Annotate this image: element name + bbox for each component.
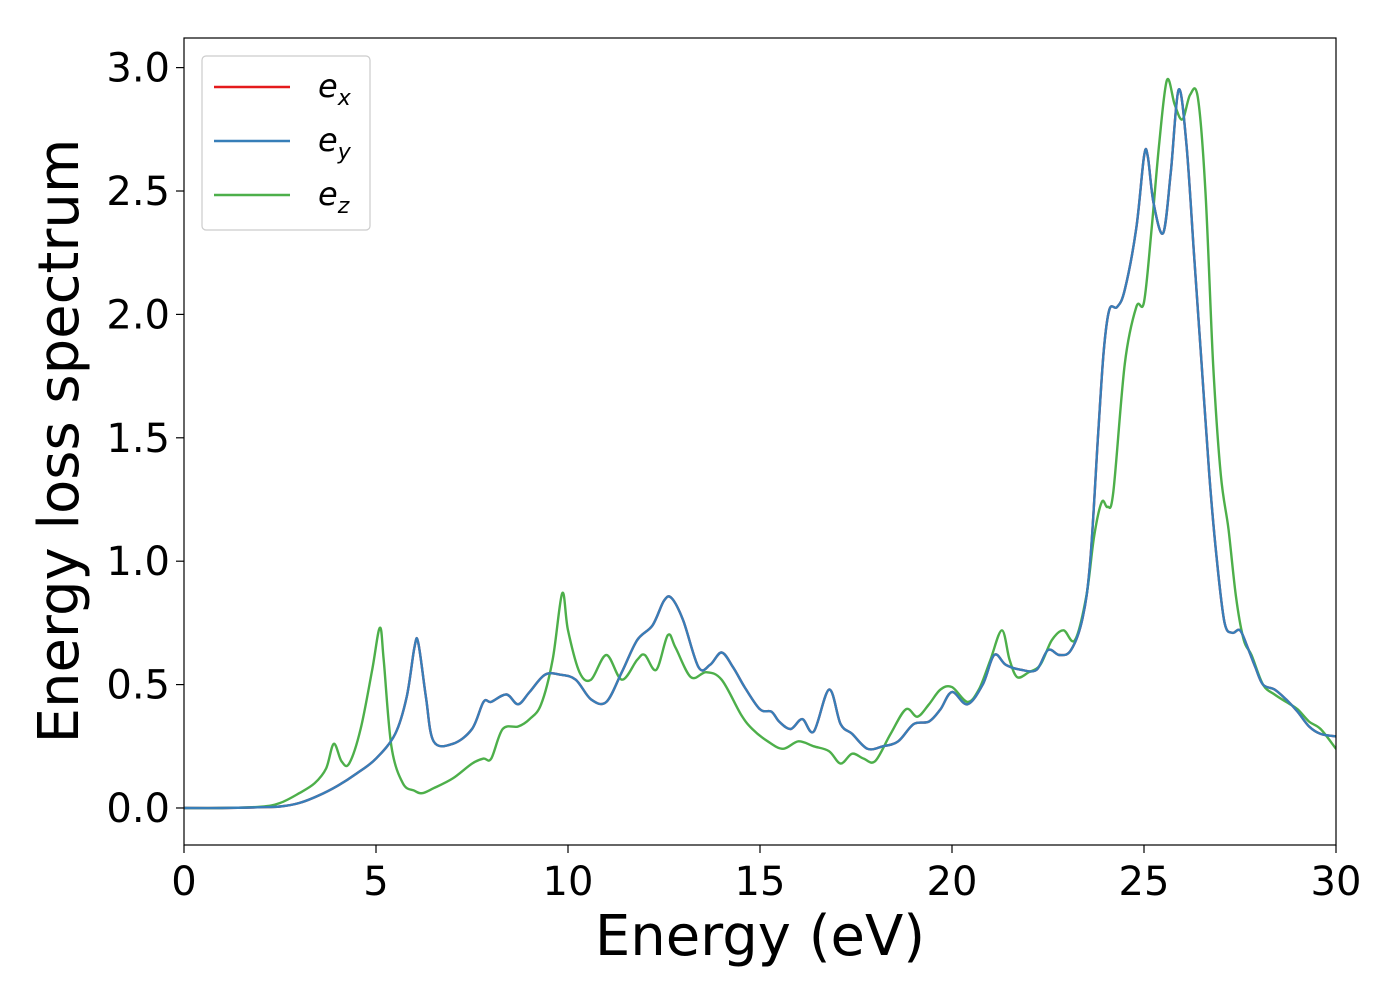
legend-box: [201, 55, 371, 231]
legend-label-sub: y: [337, 140, 352, 165]
legend-label-ex: ex: [318, 67, 352, 111]
legend-label-ez: ez: [318, 175, 350, 219]
y-tick-label: 1.0: [106, 539, 170, 585]
y-tick-label: 2.0: [106, 292, 170, 338]
legend-label-sub: z: [337, 194, 350, 219]
y-tick-label: 1.5: [106, 416, 170, 462]
x-tick-label: 0: [171, 859, 196, 905]
legend-label-ey: ey: [318, 121, 352, 165]
x-tick-label: 15: [735, 859, 786, 905]
x-tick-label: 10: [543, 859, 594, 905]
legend-label-base: e: [318, 121, 338, 159]
y-axis: 0.0 0.5 1.0 1.5 2.0 2.5 3.0: [106, 46, 184, 832]
x-axis: 0 5 10 15 20 25 30: [171, 845, 1361, 905]
x-axis-label: Energy (eV): [595, 904, 925, 969]
legend-label-base: e: [318, 175, 338, 213]
x-tick-label: 30: [1311, 859, 1362, 905]
y-tick-label: 0.5: [106, 663, 170, 709]
x-tick-label: 25: [1119, 859, 1170, 905]
y-axis-label: Energy loss spectrum: [27, 139, 92, 744]
series-layer: [184, 77, 1336, 810]
legend-label-base: e: [318, 67, 338, 105]
y-tick-label: 0.0: [106, 786, 170, 832]
legend-label-sub: x: [337, 86, 352, 111]
y-tick-label: 2.5: [106, 169, 170, 215]
y-tick-label: 3.0: [106, 46, 170, 92]
series-line-ez: [184, 77, 1336, 810]
x-tick-label: 5: [363, 859, 388, 905]
series-line-ey: [184, 88, 1336, 810]
x-tick-label: 20: [927, 859, 978, 905]
series-lines: [184, 77, 1336, 810]
